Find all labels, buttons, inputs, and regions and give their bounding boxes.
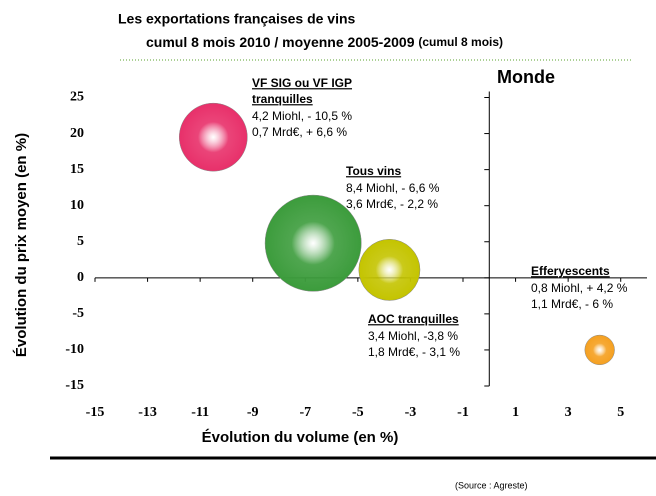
x-tick-label: -1: [457, 405, 469, 420]
x-tick-label: 5: [617, 405, 624, 420]
y-tick-label: 20: [70, 126, 84, 141]
y-axis-label: Évolution du prix moyen (en %): [13, 133, 30, 357]
chart-title: Les exportations françaises de vins: [118, 11, 356, 27]
source: (Source : Agreste): [455, 480, 528, 490]
x-tick-label: -9: [247, 405, 259, 420]
y-tick-label: -15: [65, 378, 84, 393]
bubble-detail: 3,6 Mrd€, - 2,2 %: [346, 197, 438, 211]
chart-subtitle: cumul 8 mois 2010 / moyenne 2005-2009 (c…: [146, 34, 503, 50]
bubble-detail: 0,7 Mrd€, + 6,6 %: [252, 125, 347, 139]
bubble-name: AOC tranquilles: [368, 312, 459, 326]
bubble-name: Tous vins: [346, 164, 401, 178]
bubble-detail: 3,4 Miohl, -3,8 %: [368, 329, 458, 343]
bubble-name: Efferyescents: [531, 264, 610, 278]
region: Monde: [497, 67, 555, 87]
subtitle: cumul 8 mois 2010 / moyenne 2005-2009: [146, 34, 415, 50]
x-tick-label: 3: [565, 405, 572, 420]
bubble-name: tranquilles: [252, 92, 313, 106]
bubble-detail: 1,1 Mrd€, - 6 %: [531, 297, 613, 311]
bubble-name: VF SIG ou VF IGP: [252, 76, 352, 90]
y-tick-label: 0: [77, 270, 84, 285]
bubble: [584, 334, 615, 366]
subtitle-note: (cumul 8 mois): [418, 35, 503, 49]
bubble-detail: 4,2 Miohl, - 10,5 %: [252, 109, 352, 123]
y-tick-label: -10: [65, 342, 84, 357]
x-axis-label: Évolution du volume (en %): [202, 429, 399, 446]
bubble-detail: 1,8 Mrd€, - 3,1 %: [368, 345, 460, 359]
x-tick-label: 1: [512, 405, 519, 420]
y-tick-label: 5: [77, 234, 84, 249]
y-tick-label: 25: [70, 90, 84, 105]
bubble: [179, 102, 248, 172]
x-tick-label: -3: [405, 405, 417, 420]
x-tick-label: -7: [299, 405, 311, 420]
bubble-detail: 8,4 Miohl, - 6,6 %: [346, 181, 440, 195]
x-tick-label: -13: [138, 405, 157, 420]
x-tick-label: -11: [191, 405, 209, 420]
x-tick-label: -5: [352, 405, 364, 420]
y-tick-label: 15: [70, 162, 84, 177]
y-tick-label: -5: [72, 306, 84, 321]
bubble: [358, 239, 421, 301]
bubble: [264, 194, 362, 292]
y-tick-label: 10: [70, 198, 84, 213]
x-tick-label: -15: [86, 405, 105, 420]
bubble-detail: 0,8 Miohl, + 4,2 %: [531, 281, 628, 295]
